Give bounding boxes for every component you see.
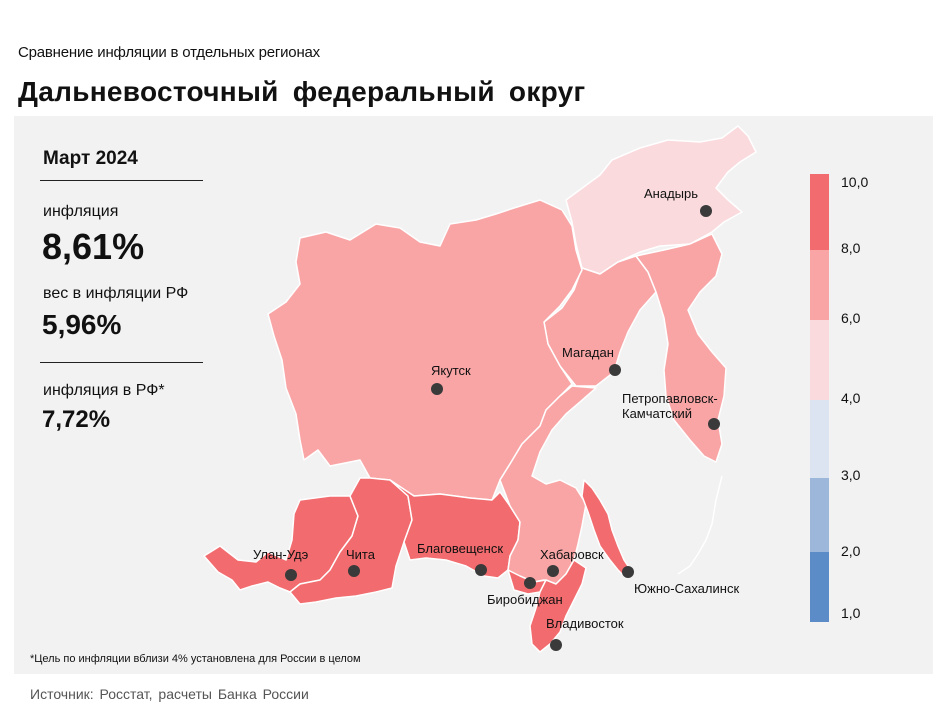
period-label: Март 2024 [43,148,138,169]
weight-label: вес в инфляции РФ [43,285,189,302]
legend-band-2-3 [810,478,829,552]
subtitle: Сравнение инфляции в отдельных регионах [18,44,320,61]
city-label-chita: Чита [346,547,376,562]
legend-band-6-8 [810,250,829,320]
city-label-yuzhno-sakhalinsk: Южно-Сахалинск [634,581,739,596]
city-dot-chita[interactable] [348,565,360,577]
source-note: Источник: Росстат, расчеты Банка России [30,686,309,702]
legend-band-3-4 [810,400,829,478]
divider-top [40,180,203,181]
legend-tick: 10,0 [841,174,869,190]
city-dot-petropavlovsk[interactable] [708,418,720,430]
city-dot-yuzhno-sakhalinsk[interactable] [622,566,634,578]
city-label-khabarovsk: Хабаровск [540,547,604,562]
city-label-magadan: Магадан [562,345,614,360]
rf-inflation-value: 7,72% [42,406,111,433]
city-label-anadyr: Анадырь [644,186,698,201]
city-label-petro-1: Петропавловск- [622,391,718,406]
weight-value: 5,96% [42,309,122,340]
region-yakutia[interactable] [267,199,583,501]
legend-band-8-10 [810,174,829,250]
region-primorye[interactable] [529,559,587,653]
city-dot-blagoveshchensk[interactable] [475,564,487,576]
rf-inflation-label: инфляция в РФ* [43,382,165,399]
inflation-value: 8,61% [42,226,145,267]
legend-band-1-2 [810,552,829,622]
region-sakhalin[interactable] [581,479,633,579]
city-dot-anadyr[interactable] [700,205,712,217]
legend-tick: 1,0 [841,605,861,621]
inflation-label: инфляция [43,203,119,220]
legend-tick: 8,0 [841,240,861,256]
city-dot-khabarovsk[interactable] [547,565,559,577]
city-label-vladivostok: Владивосток [546,616,624,631]
page-title: Дальневосточный федеральный округ [18,76,586,107]
kuril-islands [677,475,723,575]
city-label-birobidzhan: Биробиджан [487,592,563,607]
city-dot-yakutsk[interactable] [431,383,443,395]
legend-tick: 2,0 [841,543,861,559]
city-label-yakutsk: Якутск [431,363,471,378]
city-dot-vladivostok[interactable] [550,639,562,651]
city-label-petro-2: Камчатский [622,406,692,421]
city-label-ulan-ude: Улан-Удэ [253,547,309,562]
city-label-blagoveshchensk: Благовещенск [417,541,503,556]
legend-tick: 6,0 [841,310,861,326]
legend-color-bar [810,174,829,622]
legend-tick: 4,0 [841,390,861,406]
legend-tick: 3,0 [841,467,861,483]
legend-band-4-6 [810,320,829,400]
city-dot-ulan-ude[interactable] [285,569,297,581]
footnote: *Цель по инфляции вблизи 4% установлена … [30,653,361,665]
divider-bottom [40,362,203,363]
city-dot-magadan[interactable] [609,364,621,376]
city-dot-birobidzhan[interactable] [524,577,536,589]
